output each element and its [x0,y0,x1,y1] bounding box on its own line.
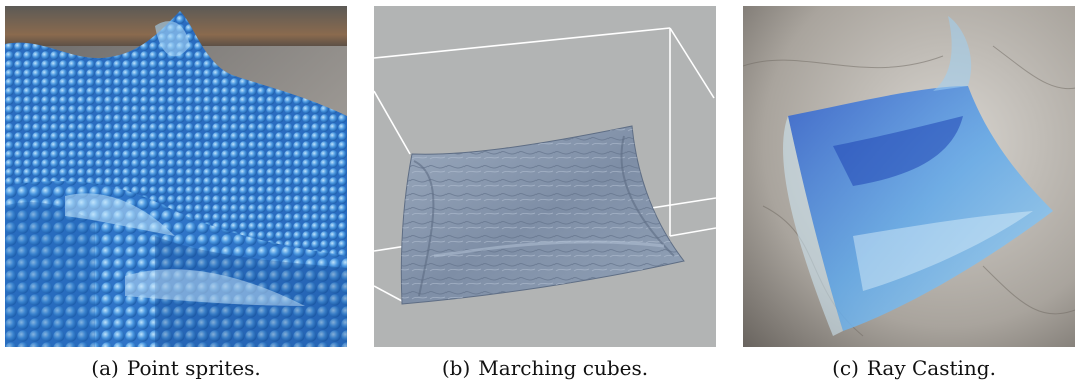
ray-casting-image [743,6,1075,347]
panel-marching-cubes: (b) Marching cubes. [374,6,716,380]
caption-c-text: Ray Casting. [866,356,996,380]
panel-point-sprites: (a) Point sprites. [5,6,347,380]
caption-b-tag: (b) [441,356,471,380]
caption-a: (a) Point sprites. [5,356,347,380]
caption-b: (b) Marching cubes. [374,356,716,380]
caption-a-tag: (a) [91,356,119,380]
ray-casting-render [743,6,1075,347]
panel-ray-casting: (c) Ray Casting. [743,6,1075,380]
caption-a-text: Point sprites. [126,356,261,380]
caption-c-tag: (c) [832,356,859,380]
point-sprites-render [5,6,347,347]
caption-b-text: Marching cubes. [478,356,649,380]
caption-c: (c) Ray Casting. [743,356,1075,380]
point-sprites-image [5,6,347,347]
marching-cubes-image [374,6,716,347]
marching-cubes-render [374,6,716,347]
